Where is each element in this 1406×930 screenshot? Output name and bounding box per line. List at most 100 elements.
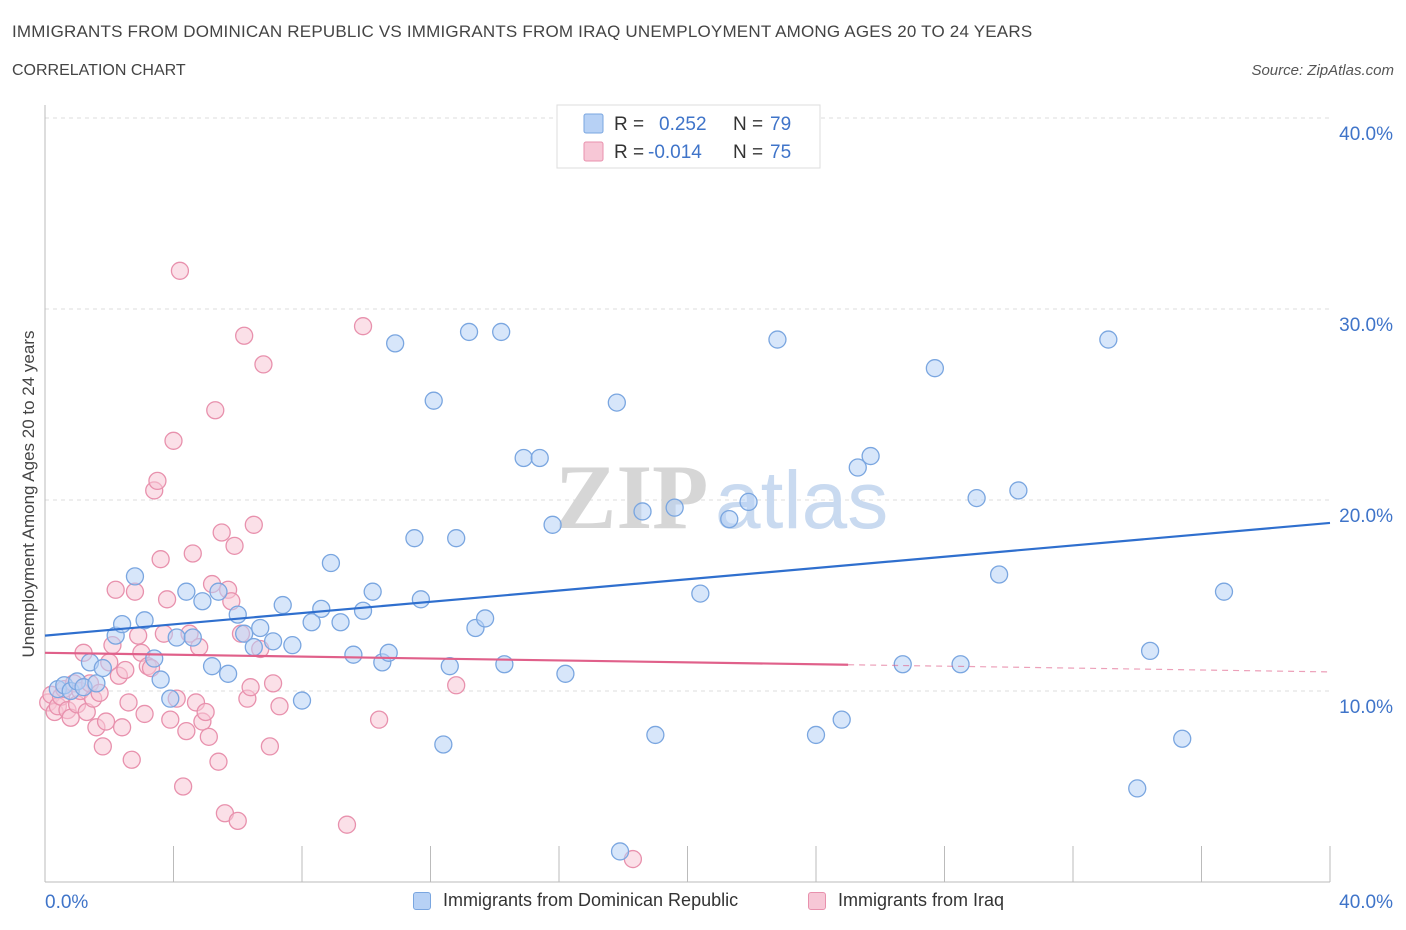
- data-point: [119, 693, 138, 712]
- stats-pink-r-value: -0.014: [648, 142, 702, 163]
- data-point: [202, 657, 222, 676]
- y-axis-label: Unemployment Among Ages 20 to 24 years: [19, 331, 38, 658]
- data-point: [87, 674, 106, 693]
- legend-swatch-blue: [413, 891, 431, 910]
- data-point: [177, 582, 196, 601]
- x-tick-label: 40.0%: [1339, 892, 1393, 913]
- data-point: [302, 613, 321, 632]
- data-point: [209, 582, 228, 601]
- data-point: [157, 590, 177, 609]
- data-point: [164, 431, 183, 450]
- data-point: [646, 725, 665, 745]
- data-point: [353, 317, 373, 336]
- legend-label-iraq: Immigrants from Iraq: [838, 890, 1005, 910]
- data-point: [861, 446, 880, 466]
- data-point: [411, 590, 431, 609]
- data-point: [260, 737, 280, 756]
- data-point: [337, 815, 357, 834]
- data-point: [244, 515, 263, 534]
- data-point: [1128, 779, 1147, 798]
- data-point: [228, 811, 247, 831]
- data-point: [951, 655, 970, 674]
- data-point: [369, 710, 389, 729]
- stats-blue-r-value: 0.252: [659, 114, 707, 135]
- series-iraq-points: [39, 261, 643, 869]
- stats-blue-swatch: [583, 113, 604, 134]
- data-point: [739, 492, 758, 512]
- data-point: [447, 676, 466, 695]
- data-point: [1009, 481, 1028, 500]
- legend-swatch-pink: [808, 891, 826, 910]
- data-point: [434, 735, 453, 754]
- data-point: [135, 611, 154, 630]
- stats-box: R = 0.252 N = 79 R = -0.014 N = 75: [556, 104, 821, 169]
- data-point: [459, 322, 479, 342]
- data-point: [344, 645, 363, 664]
- data-point: [1099, 330, 1118, 349]
- data-point: [125, 567, 145, 586]
- data-point: [768, 330, 787, 349]
- data-point: [270, 697, 289, 716]
- data-point: [167, 628, 186, 647]
- chart-title: IMMIGRANTS FROM DOMINICAN REPUBLIC VS IM…: [12, 22, 1033, 41]
- data-point: [161, 710, 180, 729]
- data-point: [135, 704, 154, 724]
- data-point: [530, 448, 549, 468]
- data-point: [212, 523, 231, 542]
- legend-item-dominican[interactable]: Immigrants from Dominican Republic: [413, 890, 738, 911]
- data-point: [967, 488, 986, 508]
- data-point: [475, 609, 495, 628]
- stats-blue-r-label: R =: [614, 114, 644, 135]
- data-point: [283, 636, 302, 655]
- data-point: [893, 655, 912, 674]
- data-point: [209, 752, 228, 771]
- y-tick-label: 20.0%: [1339, 506, 1393, 527]
- data-point: [447, 529, 466, 548]
- data-point: [145, 649, 164, 668]
- trend-lines: [44, 521, 1331, 673]
- legend-item-iraq[interactable]: Immigrants from Iraq: [808, 890, 1004, 911]
- stats-blue-n-label: N =: [733, 114, 763, 135]
- data-point: [199, 727, 218, 746]
- data-point: [691, 584, 710, 603]
- data-point: [151, 550, 170, 569]
- data-point: [183, 544, 202, 563]
- data-point: [244, 637, 263, 657]
- data-point: [112, 718, 132, 737]
- y-tick-labels: 10.0% 20.0% 30.0% 40.0%: [1339, 124, 1393, 718]
- data-point: [610, 842, 630, 861]
- data-point: [273, 595, 292, 615]
- data-point: [720, 509, 739, 529]
- data-point: [225, 536, 244, 555]
- y-tick-label: 10.0%: [1339, 697, 1393, 718]
- y-tick-label: 30.0%: [1339, 315, 1393, 336]
- data-point: [235, 326, 254, 345]
- data-point: [173, 777, 193, 796]
- data-point: [543, 515, 562, 534]
- data-point: [228, 605, 247, 624]
- data-point: [183, 628, 202, 647]
- data-point: [177, 721, 196, 741]
- data-point: [254, 355, 273, 374]
- data-point: [633, 502, 652, 521]
- data-point: [321, 553, 341, 573]
- data-point: [495, 655, 514, 674]
- data-point: [292, 691, 312, 710]
- data-point: [96, 712, 116, 731]
- x-tick-labels: 0.0% 40.0%: [45, 892, 1393, 913]
- stats-pink-swatch: [583, 141, 604, 162]
- data-point: [218, 664, 238, 683]
- data-point: [129, 626, 148, 645]
- data-point: [405, 529, 424, 548]
- data-point: [235, 624, 254, 643]
- chart-subtitle: CORRELATION CHART: [12, 62, 186, 79]
- data-point: [93, 737, 112, 756]
- data-point: [116, 660, 135, 680]
- stats-pink-n-value: 75: [770, 142, 791, 163]
- data-point: [263, 674, 283, 693]
- source-credit: Source: ZipAtlas.com: [1251, 62, 1394, 79]
- data-point: [424, 391, 443, 410]
- data-point: [151, 670, 170, 689]
- data-point: [161, 689, 180, 708]
